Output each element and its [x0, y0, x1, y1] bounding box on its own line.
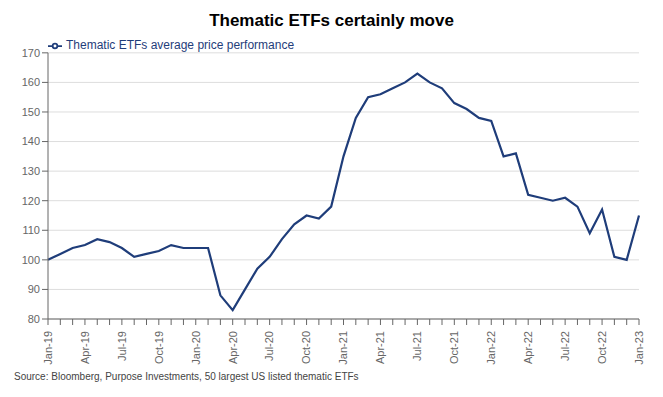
svg-text:Apr-22: Apr-22 — [522, 331, 534, 364]
html-text:Thematic ETFs certainly move: Thematic ETFs certainly move — [209, 11, 454, 30]
svg-text:Jul-22: Jul-22 — [559, 331, 571, 361]
svg-text:Jan-23: Jan-23 — [633, 331, 645, 365]
svg-text:Jan-20: Jan-20 — [190, 331, 202, 365]
svg-text:Jan-21: Jan-21 — [337, 331, 349, 365]
svg-text:100: 100 — [22, 254, 40, 266]
svg-text:170: 170 — [22, 47, 40, 59]
html-text:Source: Bloomberg, Purpose Inv: Source: Bloomberg, Purpose Investments, … — [14, 371, 359, 382]
svg-text:Oct-21: Oct-21 — [448, 331, 460, 364]
svg-text:140: 140 — [22, 135, 40, 147]
svg-text:Jul-19: Jul-19 — [116, 331, 128, 361]
svg-text:90: 90 — [28, 283, 40, 295]
svg-text:130: 130 — [22, 165, 40, 177]
svg-text:Jan-19: Jan-19 — [42, 331, 54, 365]
svg-text:Jul-20: Jul-20 — [263, 331, 275, 361]
svg-text:160: 160 — [22, 76, 40, 88]
svg-text:Jan-22: Jan-22 — [485, 331, 497, 365]
svg-text:Oct-19: Oct-19 — [153, 331, 165, 364]
svg-text:110: 110 — [22, 224, 40, 236]
svg-text:Oct-22: Oct-22 — [596, 331, 608, 364]
svg-text:Oct-20: Oct-20 — [300, 331, 312, 364]
svg-text:Apr-21: Apr-21 — [374, 331, 386, 364]
svg-text:Apr-19: Apr-19 — [79, 331, 91, 364]
svg-text:Apr-20: Apr-20 — [227, 331, 239, 364]
svg-text:Jul-21: Jul-21 — [411, 331, 423, 361]
svg-text:150: 150 — [22, 106, 40, 118]
svg-text:120: 120 — [22, 195, 40, 207]
svg-text:80: 80 — [28, 313, 40, 325]
html-text:Thematic ETFs average price pe: Thematic ETFs average price performance — [66, 38, 295, 52]
